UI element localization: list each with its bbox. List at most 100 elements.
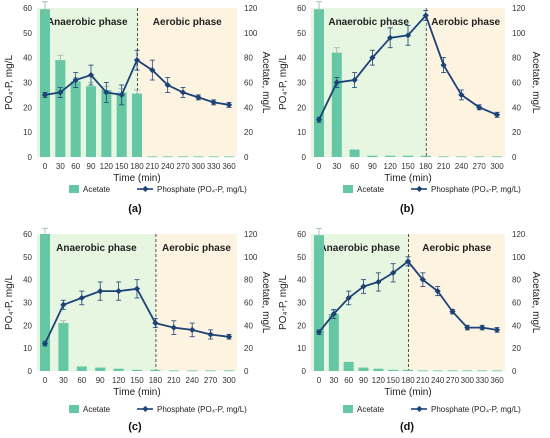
y-right-tick-label: 40	[244, 321, 253, 330]
y-left-tick-label: 40	[297, 54, 306, 63]
x-tick-label: 210	[146, 162, 160, 171]
x-tick-label: 90	[359, 376, 368, 385]
x-tick-label: 240	[455, 162, 469, 171]
acetate-bar	[367, 155, 378, 157]
aerobic-phase-label: Aerobic phase	[431, 17, 500, 28]
x-tick-label: 60	[71, 162, 80, 171]
legend-acetate-label: Acetate	[83, 405, 111, 414]
x-tick-label: 360	[222, 162, 236, 171]
phosphate-point	[195, 94, 202, 101]
acetate-bar	[168, 370, 179, 372]
acetate-bar	[373, 368, 384, 371]
y-right-tick-label: 40	[244, 103, 253, 112]
acetate-bar	[178, 156, 188, 158]
y-left-tick-label: 40	[23, 54, 32, 63]
x-tick-label: 120	[372, 376, 386, 385]
aerobic-phase-label: Aerobic phase	[153, 17, 222, 28]
y-left-tick-label: 20	[297, 103, 306, 112]
anaerobic-phase-label: Anaerobic phase	[56, 243, 137, 254]
y-right-tick-label: 0	[244, 153, 249, 162]
x-tick-label: 60	[77, 376, 86, 385]
phosphate-point	[164, 81, 171, 89]
chart-panel-4: Anaerobic phase Aerobic phase 0 10 20 30 40 50 6…	[278, 227, 541, 433]
y-right-tick-label: 40	[512, 103, 521, 112]
x-tick-label: 0	[317, 376, 322, 385]
y-right-tick-label: 20	[512, 344, 521, 353]
acetate-bar	[150, 369, 161, 371]
phosphate-point	[87, 71, 95, 79]
y-right-tick-label: 120	[512, 4, 526, 13]
y-left-tick-label: 10	[23, 128, 32, 137]
y-right-tick-label: 20	[244, 344, 253, 353]
phosphate-point	[464, 324, 471, 331]
y-right-tick-label: 120	[244, 230, 258, 239]
x-tick-label: 180	[419, 162, 433, 171]
y-right-axis-title: Acetate, mg/L	[530, 52, 541, 114]
phosphate-point	[133, 57, 141, 64]
acetate-bar	[193, 156, 204, 158]
phosphate-point	[41, 91, 49, 99]
x-tick-label: 30	[59, 376, 68, 385]
x-tick-label: 60	[350, 162, 359, 171]
legend-acetate-label: Acetate	[83, 185, 111, 194]
y-left-tick-label: 30	[23, 299, 32, 308]
legend-phosphate-label: Phosphate (PO₄-P, mg/L)	[157, 405, 247, 414]
phosphate-point	[57, 89, 64, 96]
acetate-bar	[331, 52, 342, 158]
x-tick-label: 180	[130, 162, 144, 171]
y-right-tick-label: 0	[512, 367, 517, 376]
y-left-tick-label: 30	[297, 299, 306, 308]
x-tick-label: 180	[401, 376, 415, 385]
chart-panel-1: Anaerobic phase Aerobic phase 0 10 20 30 40 50 6…	[4, 1, 271, 215]
y-left-axis-title: PO₄-P, mg/L	[278, 275, 289, 330]
acetate-bar	[55, 60, 66, 157]
y-right-tick-label: 0	[512, 153, 517, 162]
y-right-axis-title: Acetate, mg/L	[530, 272, 541, 334]
acetate-bar	[86, 86, 96, 157]
y-left-tick-label: 60	[23, 4, 32, 13]
acetate-bar	[438, 156, 449, 158]
y-left-tick-label: 50	[297, 253, 306, 262]
legend-acetate-label: Acetate	[357, 185, 385, 194]
x-tick-label: 300	[222, 376, 236, 385]
panel-label: (a)	[128, 203, 142, 215]
acetate-bar	[224, 370, 234, 372]
chart-panel-3: Anaerobic phase Aerobic phase 0 10 20 30 40 50 6…	[4, 227, 271, 433]
legend-acetate-swatch	[69, 185, 79, 193]
phosphate-point	[375, 278, 382, 286]
legend-acetate-swatch	[343, 405, 353, 413]
x-tick-label: 240	[161, 162, 175, 171]
y-left-tick-label: 40	[23, 276, 32, 285]
phosphate-point	[434, 287, 441, 295]
phosphate-point	[419, 276, 426, 283]
phosphate-point	[449, 308, 456, 315]
x-tick-label: 270	[204, 376, 218, 385]
legend-phosphate-marker	[416, 405, 423, 413]
x-tick-label: 210	[167, 376, 181, 385]
acetate-bar	[76, 366, 87, 371]
phosphate-point	[315, 329, 323, 336]
phosphate-point	[360, 283, 367, 290]
phosphate-point	[179, 89, 187, 96]
y-right-axis-title: Acetate, mg/L	[260, 52, 271, 114]
x-tick-label: 120	[100, 162, 114, 171]
acetate-bar	[358, 367, 369, 371]
acetate-bar	[95, 367, 106, 371]
y-left-axis-title: PO₄-P, mg/L	[278, 55, 289, 110]
y-right-tick-label: 20	[244, 128, 253, 137]
acetate-bar	[385, 155, 396, 157]
x-tick-label: 270	[473, 162, 487, 171]
legend-phosphate-label: Phosphate (PO₄-P, mg/L)	[431, 185, 521, 194]
y-left-tick-label: 10	[23, 344, 32, 353]
x-tick-label: 30	[56, 162, 65, 171]
phosphate-point	[479, 324, 486, 331]
y-left-tick-label: 0	[302, 153, 307, 162]
anaerobic-phase-region	[311, 8, 427, 157]
acetate-bar	[403, 155, 413, 157]
acetate-bar	[187, 370, 198, 372]
legend-phosphate-label: Phosphate (PO₄-P, mg/L)	[157, 185, 247, 194]
x-tick-label: 210	[437, 162, 451, 171]
y-left-tick-label: 0	[28, 153, 33, 162]
acetate-bar	[349, 149, 360, 157]
